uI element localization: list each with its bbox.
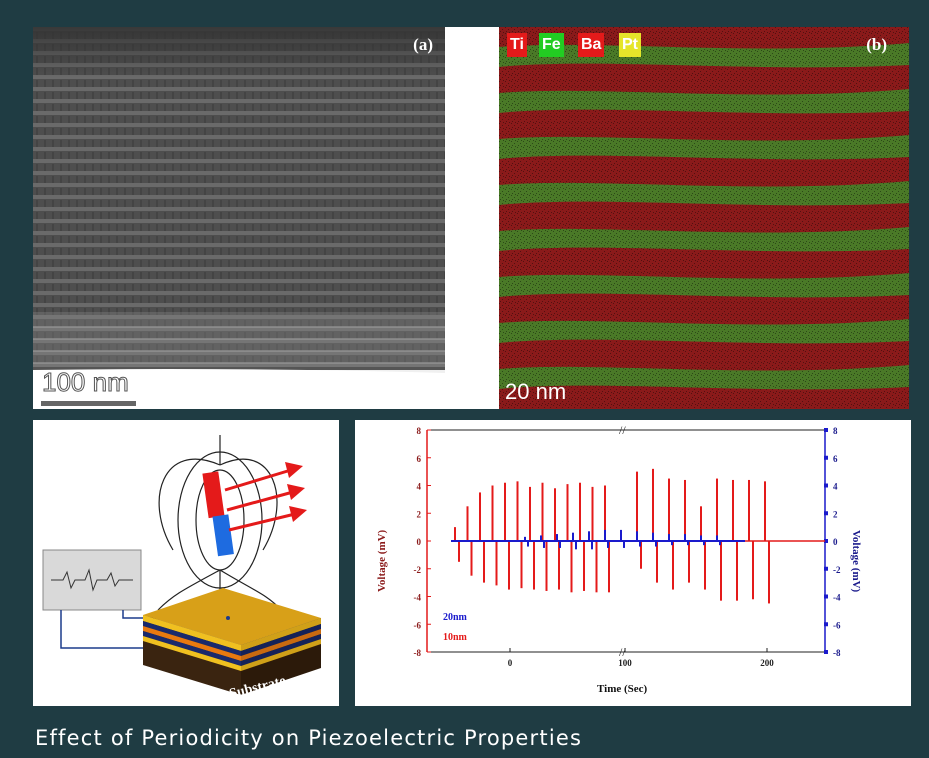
right-tick-mark <box>824 594 828 599</box>
right-tick-label: 0 <box>833 537 838 547</box>
left-tick-label: 2 <box>417 509 422 519</box>
right-tick-mark <box>824 455 828 460</box>
magnet-south <box>212 514 234 557</box>
figure-caption: Effect of Periodicity on Piezoelectric P… <box>35 726 583 750</box>
x-tick-label: 0 <box>508 658 513 668</box>
right-tick-mark <box>824 511 828 516</box>
left-tick-label: -8 <box>414 648 422 658</box>
right-tick-mark <box>824 566 828 571</box>
right-axis-ticks: 8 6 4 2 0 -2 -4 -6 -8 <box>824 426 841 658</box>
film-top-surface <box>143 588 321 645</box>
scale-bar-a <box>41 401 136 406</box>
element-tag-pt: Pt <box>619 33 641 57</box>
scale-label-a: 100 nm <box>42 367 130 398</box>
element-tag-ti: Ti <box>507 33 527 57</box>
elemental-map-image <box>499 27 909 409</box>
voltage-chart: // // 8 6 4 2 0 -2 -4 -6 -8 8 6 4 2 0 -2 -4 -6 -8 0 100 200… <box>376 423 862 695</box>
x-axis-ticks: 0 100 200 <box>508 648 774 668</box>
legend-20nm: 20nm <box>443 612 468 623</box>
right-tick-label: 2 <box>833 509 838 519</box>
magnetic-field-lines <box>157 435 282 611</box>
axis-break-bottom: // <box>619 645 626 659</box>
right-tick-label: 8 <box>833 426 838 436</box>
right-tick-label: 4 <box>833 482 838 492</box>
panel-c-schematic: Substrate <box>33 420 339 706</box>
panel-d-voltage-chart: // // 8 6 4 2 0 -2 -4 -6 -8 8 6 4 2 0 -2 -4 -6 -8 0 100 200… <box>355 420 911 706</box>
right-tick-label: -4 <box>833 593 841 603</box>
right-tick-mark <box>824 622 828 627</box>
right-axis-label: Voltage (mV) <box>850 530 862 593</box>
x-tick-label: 200 <box>760 658 774 668</box>
right-tick-mark <box>824 428 828 432</box>
right-tick-label: -2 <box>833 565 841 575</box>
element-tag-fe: Fe <box>539 33 564 57</box>
micrograph-image <box>33 27 445 409</box>
panel-b-label: (b) <box>866 35 887 54</box>
magnet-north <box>202 471 225 519</box>
left-axis-label: Voltage (mV) <box>376 529 388 592</box>
series-10nm <box>451 468 825 604</box>
panel-a-label: (a) <box>413 35 433 54</box>
film-layers <box>143 615 321 671</box>
x-axis-label: Time (Sec) <box>597 683 648 695</box>
left-tick-label: -2 <box>414 565 422 575</box>
left-tick-label: -4 <box>414 593 422 603</box>
x-tick-label: 100 <box>618 658 632 668</box>
left-tick-label: 4 <box>417 482 422 492</box>
right-tick-mark <box>824 483 828 488</box>
left-tick-label: 0 <box>417 537 422 547</box>
signal-trace <box>51 568 133 592</box>
left-tick-label: 6 <box>417 454 422 464</box>
right-tick-label: -8 <box>833 648 841 658</box>
panel-a-micrograph: (a) 100 nm <box>33 27 445 409</box>
schematic-illustration: Substrate <box>42 435 321 702</box>
left-tick-label: 8 <box>417 426 422 436</box>
left-tick-label: -6 <box>414 620 422 630</box>
right-tick-label: -6 <box>833 620 841 630</box>
right-tick-label: 6 <box>833 454 838 464</box>
scale-label-b: 20 nm <box>505 379 567 404</box>
axis-break-top: // <box>619 423 626 437</box>
motion-arrows <box>224 468 296 532</box>
panel-b-elemental-map: Ti Fe Ba Pt (b) 20 nm <box>499 27 909 409</box>
right-tick-mark <box>824 650 828 654</box>
series-20nm <box>451 529 745 550</box>
legend-10nm: 10nm <box>443 632 468 643</box>
element-tag-ba: Ba <box>578 33 605 57</box>
right-tick-mark <box>824 539 828 543</box>
left-axis-ticks: 8 6 4 2 0 -2 -4 -6 -8 <box>414 426 431 658</box>
panel-separator <box>445 27 499 409</box>
